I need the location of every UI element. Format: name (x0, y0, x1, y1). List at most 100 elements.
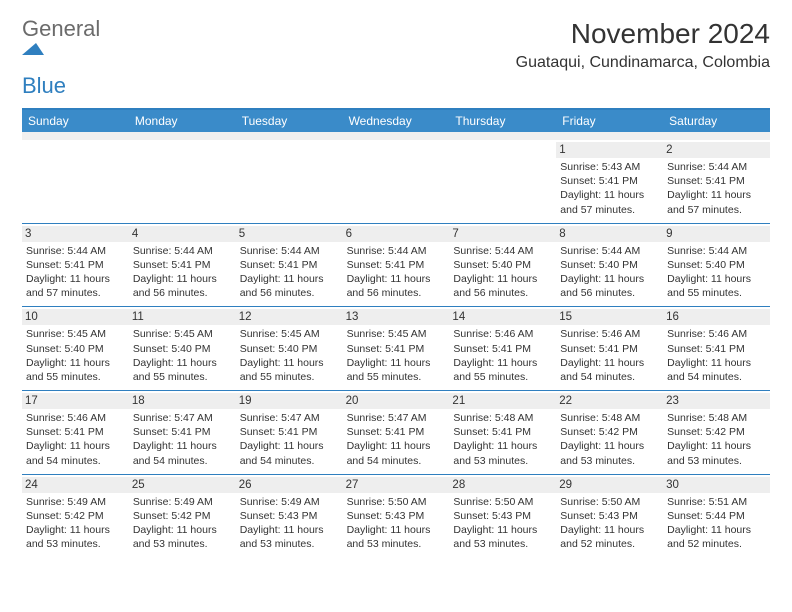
weekday-header: Wednesday (343, 110, 450, 132)
day-number: 7 (449, 226, 556, 242)
day-number: 18 (129, 393, 236, 409)
weekday-header: Tuesday (236, 110, 343, 132)
daylight-text: Daylight: 11 hours and 56 minutes. (133, 272, 232, 300)
day-info: Sunrise: 5:46 AMSunset: 5:41 PMDaylight:… (667, 327, 766, 384)
day-info: Sunrise: 5:46 AMSunset: 5:41 PMDaylight:… (560, 327, 659, 384)
day-info: Sunrise: 5:45 AMSunset: 5:40 PMDaylight:… (240, 327, 339, 384)
sunset-text: Sunset: 5:40 PM (453, 258, 552, 272)
daylight-text: Daylight: 11 hours and 56 minutes. (453, 272, 552, 300)
sunset-text: Sunset: 5:41 PM (667, 342, 766, 356)
day-number: 15 (556, 309, 663, 325)
day-number: 28 (449, 477, 556, 493)
day-number: 9 (663, 226, 770, 242)
weekday-header: Sunday (22, 110, 129, 132)
sunrise-text: Sunrise: 5:44 AM (560, 244, 659, 258)
calendar-day-cell: 3Sunrise: 5:44 AMSunset: 5:41 PMDaylight… (22, 224, 129, 307)
daylight-text: Daylight: 11 hours and 53 minutes. (240, 523, 339, 551)
day-number: 3 (22, 226, 129, 242)
sunset-text: Sunset: 5:41 PM (453, 425, 552, 439)
day-info: Sunrise: 5:45 AMSunset: 5:40 PMDaylight:… (133, 327, 232, 384)
day-number: 26 (236, 477, 343, 493)
day-number: 22 (556, 393, 663, 409)
sunset-text: Sunset: 5:41 PM (240, 258, 339, 272)
sunset-text: Sunset: 5:41 PM (560, 342, 659, 356)
day-info: Sunrise: 5:49 AMSunset: 5:42 PMDaylight:… (133, 495, 232, 552)
sunrise-text: Sunrise: 5:47 AM (347, 411, 446, 425)
calendar-day-cell: 19Sunrise: 5:47 AMSunset: 5:41 PMDayligh… (236, 391, 343, 474)
day-info: Sunrise: 5:49 AMSunset: 5:42 PMDaylight:… (26, 495, 125, 552)
calendar-day-cell: 28 Sunrise: 5:50 AMSunset: 5:43 PMDayligh… (449, 475, 556, 558)
calendar-day-cell: 26 Sunrise: 5:49 AMSunset: 5:43 PMDayligh… (236, 475, 343, 558)
page-header: General Blue November 2024 Guataqui, Cun… (22, 18, 770, 98)
sunset-text: Sunset: 5:41 PM (347, 342, 446, 356)
daylight-text: Daylight: 11 hours and 55 minutes. (667, 272, 766, 300)
calendar-day-cell: 25Sunrise: 5:49 AMSunset: 5:42 PMDayligh… (129, 475, 236, 558)
sunrise-text: Sunrise: 5:44 AM (347, 244, 446, 258)
day-number: 20 (343, 393, 450, 409)
calendar-page: General Blue November 2024 Guataqui, Cun… (0, 0, 792, 567)
sunrise-text: Sunrise: 5:45 AM (133, 327, 232, 341)
day-info: Sunrise: 5:46 AMSunset: 5:41 PMDaylight:… (453, 327, 552, 384)
day-number: 16 (663, 309, 770, 325)
sunrise-text: Sunrise: 5:50 AM (453, 495, 552, 509)
calendar-day-cell (129, 140, 236, 223)
day-info: Sunrise: 5:44 AMSunset: 5:41 PMDaylight:… (240, 244, 339, 301)
calendar-day-cell (236, 140, 343, 223)
daylight-text: Daylight: 11 hours and 56 minutes. (347, 272, 446, 300)
day-info: Sunrise: 5:49 AMSunset: 5:43 PMDaylight:… (240, 495, 339, 552)
day-info: Sunrise: 5:44 AMSunset: 5:40 PMDaylight:… (560, 244, 659, 301)
daylight-text: Daylight: 11 hours and 57 minutes. (560, 188, 659, 216)
brand-mark-icon (22, 41, 100, 57)
day-info: Sunrise: 5:46 AMSunset: 5:41 PMDaylight:… (26, 411, 125, 468)
sunset-text: Sunset: 5:43 PM (347, 509, 446, 523)
calendar-day-cell (22, 140, 129, 223)
day-number: 30 (663, 477, 770, 493)
daylight-text: Daylight: 11 hours and 56 minutes. (560, 272, 659, 300)
sunrise-text: Sunrise: 5:49 AM (133, 495, 232, 509)
sunrise-text: Sunrise: 5:50 AM (347, 495, 446, 509)
day-info: Sunrise: 5:50 AMSunset: 5:43 PMDaylight:… (453, 495, 552, 552)
sunset-text: Sunset: 5:43 PM (240, 509, 339, 523)
day-info: Sunrise: 5:44 AMSunset: 5:41 PMDaylight:… (347, 244, 446, 301)
sunset-text: Sunset: 5:41 PM (347, 425, 446, 439)
day-info: Sunrise: 5:44 AMSunset: 5:40 PMDaylight:… (667, 244, 766, 301)
daylight-text: Daylight: 11 hours and 53 minutes. (560, 439, 659, 467)
day-number: 14 (449, 309, 556, 325)
daylight-text: Daylight: 11 hours and 52 minutes. (667, 523, 766, 551)
brand-text: General Blue (22, 18, 100, 98)
day-number: 13 (343, 309, 450, 325)
sunrise-text: Sunrise: 5:46 AM (453, 327, 552, 341)
sunrise-text: Sunrise: 5:49 AM (240, 495, 339, 509)
day-info: Sunrise: 5:48 AMSunset: 5:42 PMDaylight:… (667, 411, 766, 468)
daylight-text: Daylight: 11 hours and 52 minutes. (560, 523, 659, 551)
day-number: 27 (343, 477, 450, 493)
day-number: 5 (236, 226, 343, 242)
daylight-text: Daylight: 11 hours and 55 minutes. (453, 356, 552, 384)
calendar-day-cell: 14 Sunrise: 5:46 AMSunset: 5:41 PMDayligh… (449, 307, 556, 390)
sunset-text: Sunset: 5:40 PM (133, 342, 232, 356)
daylight-text: Daylight: 11 hours and 56 minutes. (240, 272, 339, 300)
sunset-text: Sunset: 5:42 PM (133, 509, 232, 523)
calendar-day-cell: 21Sunrise: 5:48 AMSunset: 5:41 PMDayligh… (449, 391, 556, 474)
day-info: Sunrise: 5:44 AMSunset: 5:41 PMDaylight:… (667, 160, 766, 217)
daylight-text: Daylight: 11 hours and 53 minutes. (453, 439, 552, 467)
sunset-text: Sunset: 5:40 PM (26, 342, 125, 356)
brand-word2: Blue (22, 73, 66, 98)
sunrise-text: Sunrise: 5:44 AM (667, 244, 766, 258)
calendar-day-cell: 11Sunrise: 5:45 AMSunset: 5:40 PMDayligh… (129, 307, 236, 390)
daylight-text: Daylight: 11 hours and 57 minutes. (26, 272, 125, 300)
sunrise-text: Sunrise: 5:44 AM (667, 160, 766, 174)
day-info: Sunrise: 5:47 AMSunset: 5:41 PMDaylight:… (347, 411, 446, 468)
daylight-text: Daylight: 11 hours and 53 minutes. (26, 523, 125, 551)
sunset-text: Sunset: 5:43 PM (560, 509, 659, 523)
calendar-day-cell: 4Sunrise: 5:44 AMSunset: 5:41 PMDaylight… (129, 224, 236, 307)
day-number: 23 (663, 393, 770, 409)
sunrise-text: Sunrise: 5:45 AM (240, 327, 339, 341)
day-number: 21 (449, 393, 556, 409)
calendar-day-cell: 22Sunrise: 5:48 AMSunset: 5:42 PMDayligh… (556, 391, 663, 474)
sunset-text: Sunset: 5:41 PM (347, 258, 446, 272)
day-info: Sunrise: 5:45 AMSunset: 5:40 PMDaylight:… (26, 327, 125, 384)
daylight-text: Daylight: 11 hours and 53 minutes. (133, 523, 232, 551)
calendar-grid: Sunday Monday Tuesday Wednesday Thursday… (22, 108, 770, 557)
calendar-day-cell: 9 Sunrise: 5:44 AMSunset: 5:40 PMDaylight… (663, 224, 770, 307)
